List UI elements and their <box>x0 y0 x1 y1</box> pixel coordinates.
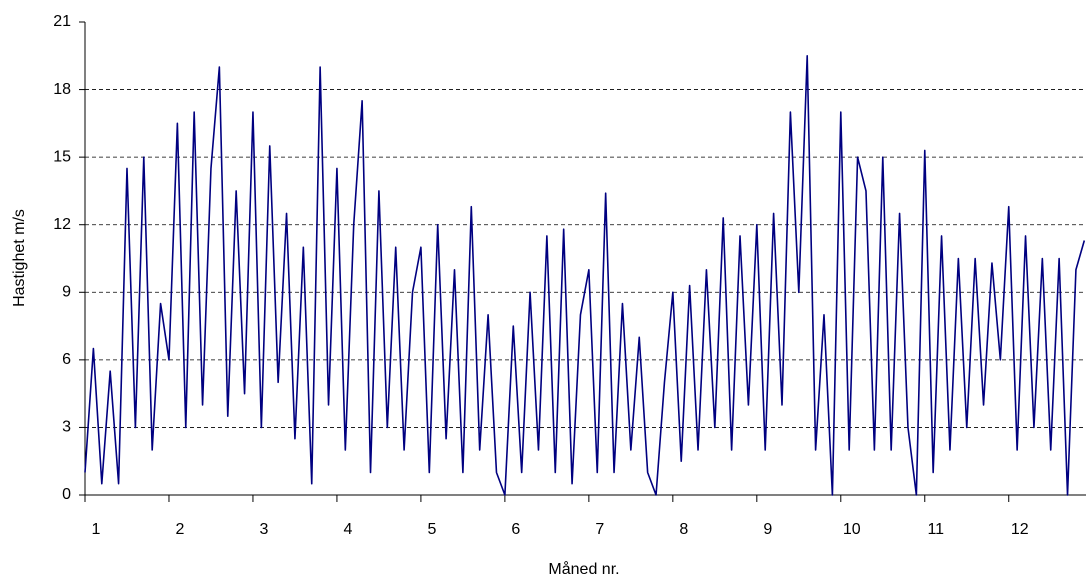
y-tick-label: 15 <box>53 148 71 165</box>
x-tick-label: 6 <box>511 521 520 538</box>
y-tick-label: 12 <box>53 216 71 233</box>
y-tick-label: 0 <box>62 486 71 503</box>
x-tick-label: 7 <box>595 521 604 538</box>
y-tick-label: 9 <box>62 284 71 301</box>
x-tick-label: 8 <box>679 521 688 538</box>
x-tick-label: 1 <box>92 521 101 538</box>
x-tick-label: 12 <box>1011 521 1029 538</box>
x-tick-label: 9 <box>763 521 772 538</box>
y-tick-label: 3 <box>62 419 71 436</box>
x-tick-label: 5 <box>427 521 436 538</box>
data-line <box>84 54 1086 496</box>
x-tick-label: 10 <box>843 521 861 538</box>
x-tick-label: 11 <box>927 521 944 538</box>
x-axis-title: Måned nr. <box>548 560 619 578</box>
y-tick-label: 21 <box>53 13 71 30</box>
y-axis-title: Hastighet m/s <box>11 209 28 307</box>
x-tick-label: 2 <box>176 521 185 538</box>
x-tick-label: 4 <box>343 521 352 538</box>
y-tick-label: 18 <box>53 81 71 98</box>
y-tick-label: 6 <box>62 351 71 368</box>
x-tick-label: 3 <box>259 521 268 538</box>
